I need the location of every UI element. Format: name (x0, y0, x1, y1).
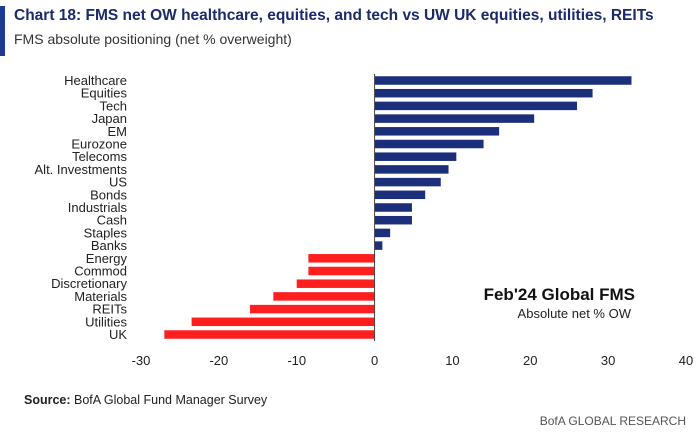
title-accent-bar (0, 6, 5, 56)
category-label: Tech (100, 98, 127, 113)
category-label: Healthcare (64, 73, 127, 88)
bar-discretionary (296, 279, 375, 288)
bar-energy (308, 254, 375, 263)
x-tick-label: 10 (445, 353, 459, 368)
bar-us (374, 177, 441, 187)
category-label: Eurozone (71, 137, 127, 152)
bar-em (374, 127, 500, 136)
bar-eurozone (374, 139, 484, 149)
x-tick-label: -20 (209, 353, 228, 368)
category-label: Banks (91, 238, 128, 253)
source-label: Source: (24, 393, 71, 407)
category-label: Equities (81, 86, 128, 101)
category-label: Bonds (90, 187, 127, 202)
category-label: Alt. Investments (35, 162, 128, 177)
bar-materials (273, 292, 375, 301)
bar-industrials (374, 203, 412, 212)
bar-equities (374, 88, 593, 98)
category-label: REITs (92, 302, 127, 317)
category-label: Cash (97, 213, 127, 228)
bar-uk (164, 330, 375, 339)
source-text: BofA Global Fund Manager Survey (70, 393, 268, 407)
category-label: Commod (74, 264, 127, 279)
annotation-title: Feb'24 Global FMS (484, 285, 635, 304)
category-label: Utilities (85, 314, 127, 329)
x-tick-label: 40 (679, 353, 693, 368)
category-label: Japan (92, 111, 127, 126)
category-labels: HealthcareEquitiesTechJapanEMEurozoneTel… (35, 73, 128, 342)
bar-alt-investments (374, 165, 449, 174)
x-tick-label: 20 (523, 353, 537, 368)
bar-cash (374, 215, 412, 225)
annotation-subtitle: Absolute net % OW (518, 306, 632, 321)
bar-reits (250, 304, 375, 314)
x-tick-label: 0 (371, 353, 378, 368)
bar-bonds (374, 190, 426, 200)
bar-banks (374, 241, 383, 250)
x-tick-label: 30 (601, 353, 615, 368)
category-label: EM (108, 124, 128, 139)
footer-credit: BofA GLOBAL RESEARCH (539, 414, 686, 428)
bar-tech (374, 101, 577, 111)
bar-healthcare (374, 76, 632, 85)
bars-group (164, 76, 632, 339)
chart-title: Chart 18: FMS net OW healthcare, equitie… (14, 7, 654, 24)
bar-commod (308, 266, 375, 276)
source-note: Source: BofA Global Fund Manager Survey (24, 393, 267, 407)
category-label: Industrials (68, 200, 128, 215)
x-tick-label: -30 (132, 353, 151, 368)
bar-utilities (191, 317, 375, 327)
category-label: Telecoms (72, 149, 127, 164)
bar-japan (374, 114, 535, 123)
category-label: Discretionary (51, 276, 127, 291)
category-label: Materials (74, 289, 127, 304)
chart-subtitle: FMS absolute positioning (net % overweig… (14, 31, 292, 47)
x-tick-label: -10 (287, 353, 306, 368)
category-label: US (109, 175, 127, 190)
x-axis-ticks: -30 -20 -10 0 10 20 30 40 (132, 353, 694, 368)
bar-staples (374, 228, 391, 238)
category-label: Energy (86, 251, 128, 266)
bar-telecoms (374, 152, 457, 161)
category-label: Staples (84, 225, 128, 240)
category-label: UK (109, 327, 127, 342)
